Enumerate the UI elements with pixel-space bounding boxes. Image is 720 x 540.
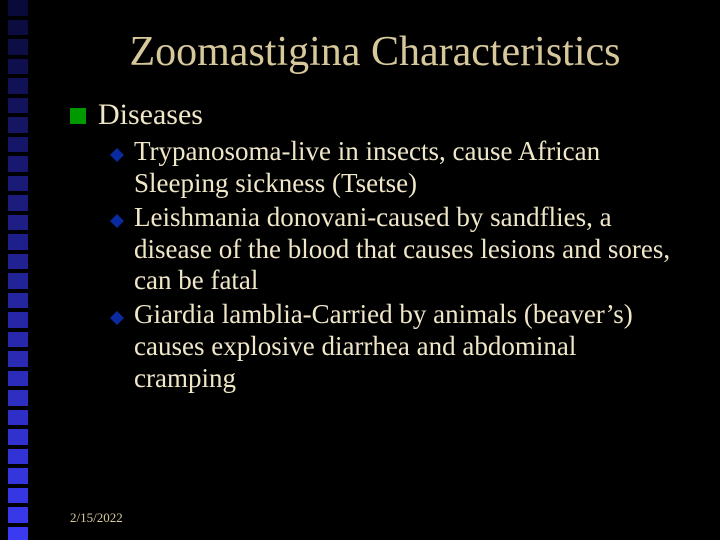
bullet-level2-text: Trypanosoma-live in insects, cause Afric… bbox=[134, 136, 680, 200]
diamond-bullet-icon bbox=[110, 148, 124, 162]
slide-body: Zoomastigina Characteristics Diseases Tr… bbox=[0, 0, 720, 540]
bullet-level2-text: Leishmania donovani-caused by sandflies,… bbox=[134, 202, 680, 298]
bullet-level1-text: Diseases bbox=[98, 98, 203, 132]
bullet-level2: Trypanosoma-live in insects, cause Afric… bbox=[110, 136, 680, 200]
bullet-level2: Leishmania donovani-caused by sandflies,… bbox=[110, 202, 680, 298]
bullet-level2-text: Giardia lamblia-Carried by animals (beav… bbox=[134, 299, 680, 395]
square-bullet-icon bbox=[70, 108, 86, 124]
diamond-bullet-icon bbox=[110, 311, 124, 325]
slide-title: Zoomastigina Characteristics bbox=[70, 28, 680, 76]
diamond-bullet-icon bbox=[110, 214, 124, 228]
bullet-level2: Giardia lamblia-Carried by animals (beav… bbox=[110, 299, 680, 395]
footer-date: 2/15/2022 bbox=[70, 510, 123, 526]
bullet-level1: Diseases bbox=[70, 98, 680, 132]
